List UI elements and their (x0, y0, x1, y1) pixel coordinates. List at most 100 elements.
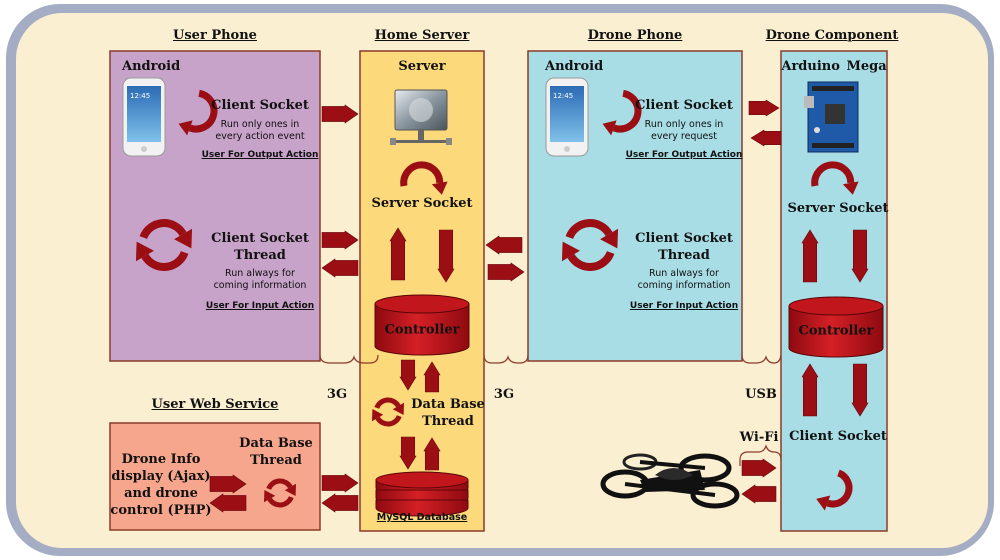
component-client-socket-label: Client Socket (789, 429, 887, 444)
note-line: coming information (637, 279, 731, 291)
loop-head (431, 181, 448, 195)
drone-client-socket-title: Client Socket (635, 98, 733, 113)
circular-sync-arrows-icon (561, 219, 619, 271)
loop-arc (811, 161, 855, 187)
arrow (741, 458, 777, 478)
arrow (209, 493, 247, 513)
title-line: Thread (658, 247, 710, 263)
connection-label-usb: USB (745, 387, 777, 402)
home-db-thread-label: Data Base Thread (411, 397, 485, 431)
label-line: control (PHP) (110, 502, 212, 518)
arrow (399, 436, 417, 470)
arrow (321, 230, 359, 250)
circular-loop-arrow-icon (602, 89, 642, 136)
arrow (321, 258, 359, 278)
server-label: Server (398, 59, 446, 74)
drone-client-socket-thread-note: Run always for coming information (638, 268, 731, 292)
arrow (750, 129, 782, 147)
label-line: Data Base (239, 436, 313, 451)
loop-arc (612, 89, 642, 133)
title-line: Thread (234, 247, 286, 263)
cylinder-top (788, 296, 884, 316)
loop-arc (188, 89, 218, 133)
note-line: Run always for (225, 268, 295, 279)
arrow-layer (135, 89, 869, 513)
component-controller-cylinder (788, 296, 884, 358)
section-header-drone-phone: Drone Phone (587, 28, 683, 43)
drone-client-socket-thread-caption: User For Input Action (629, 301, 739, 311)
quadcopter-drone-icon (600, 453, 740, 509)
arrow (389, 227, 407, 281)
arrow (399, 359, 417, 391)
sync-head (371, 408, 384, 422)
label-line: Data Base (411, 397, 485, 412)
component-controller-label: Controller (798, 323, 874, 339)
loop-head (602, 120, 617, 136)
sync-head (600, 228, 619, 249)
connection-label-3g-left: 3G (326, 387, 348, 402)
arrow (851, 363, 869, 417)
drone-info-control-label: Drone Info display (Ajax) and drone cont… (110, 452, 211, 520)
note-line: Run always for (649, 268, 719, 279)
drone-client-socket-caption: User For Output Action (625, 150, 743, 160)
arrow (321, 493, 359, 513)
cylinder-body (788, 305, 884, 358)
sync-arc (266, 478, 293, 490)
section-header-home-server: Home Server (374, 28, 470, 43)
cylinder-body (374, 303, 470, 356)
circular-loop-arrow-icon (400, 161, 448, 195)
arrow (741, 484, 777, 504)
user-client-socket-thread-note: Run always for coming information (214, 268, 307, 292)
home-controller-cylinder (374, 294, 470, 356)
mysql-database-caption: MySQL Database (376, 512, 468, 523)
sync-head (174, 228, 193, 249)
sync-head (263, 489, 276, 503)
sync-head (392, 402, 405, 416)
drone-client-socket-thread-title: Client Socket Thread (635, 231, 733, 265)
label-line: Thread (422, 413, 474, 429)
section-header-user-phone: User Phone (173, 28, 257, 43)
user-client-socket-caption: User For Output Action (201, 150, 319, 160)
user-phone-platform-label: Android (122, 59, 181, 74)
cylinder-top (374, 294, 470, 314)
label-line: display (Ajax) (111, 468, 211, 484)
note-line: Run only ones in (220, 119, 300, 130)
loop-head (178, 120, 193, 136)
arrow (801, 363, 819, 417)
arrow (423, 361, 441, 393)
circular-sync-arrows-icon (263, 478, 297, 508)
sync-arc (267, 496, 294, 508)
home-controller-label: Controller (384, 322, 460, 338)
bracket-usb (741, 354, 782, 364)
sync-arc (374, 397, 401, 409)
arrow (321, 473, 359, 493)
svg-text:12:45: 12:45 (130, 92, 150, 100)
label-line: and drone (124, 485, 198, 501)
sync-arc (139, 219, 187, 240)
circular-loop-arrow-icon (811, 161, 859, 195)
arrow (437, 229, 455, 283)
label-line: Drone Info (121, 452, 201, 467)
home-server-socket-label: Server Socket (371, 196, 473, 211)
note-line: coming information (213, 279, 307, 291)
sync-arc (565, 219, 613, 240)
title-line: Client Socket (211, 231, 309, 246)
section-header-drone-component: Drone Component (765, 28, 899, 43)
loop-head (816, 495, 831, 511)
sync-head (561, 241, 580, 262)
title-line: Client Socket (635, 231, 733, 246)
cylinder-layer (374, 294, 884, 517)
user-client-socket-note: Run only ones in every action event (215, 119, 304, 143)
connection-label-3g-right: 3G (493, 387, 515, 402)
sync-arc (141, 250, 189, 271)
bracket-wifi (739, 444, 782, 466)
loop-arc (826, 469, 853, 508)
circular-sync-arrows-icon (135, 219, 193, 271)
arduino-board-label: Arduino Mega (781, 59, 887, 74)
note-line: every request (651, 130, 717, 142)
svg-text:12:45: 12:45 (553, 92, 573, 100)
user-client-socket-thread-caption: User For Input Action (205, 301, 315, 311)
server-computer-icon (390, 89, 452, 145)
drone-phone-platform-label: Android (545, 59, 604, 74)
